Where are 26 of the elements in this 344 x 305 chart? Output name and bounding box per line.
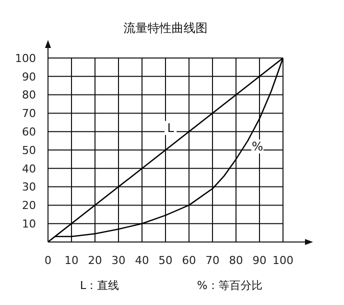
x-tick-label: 30 (112, 254, 126, 267)
x-tick-label: 70 (206, 254, 220, 267)
text: %：等百分比 (197, 278, 262, 293)
x-tick-label: 0 (44, 254, 52, 267)
y-tick-label: 40 (22, 162, 36, 176)
x-tick-label: 50 (158, 254, 172, 267)
x-tick-label: 80 (229, 254, 243, 267)
x-tick-label: 60 (182, 254, 196, 267)
x-tick-label: 100 (272, 254, 294, 267)
y-tick-label: 100 (15, 52, 36, 65)
text: L：直线 (80, 278, 120, 293)
y-tick-label: 90 (22, 70, 36, 84)
x-tick-label: 40 (135, 254, 149, 267)
y-tick-label: 70 (22, 107, 36, 120)
x-tick-label: 20 (88, 254, 102, 267)
chart-title: 流量特性曲线图 (122, 20, 208, 37)
x-tick-label: 10 (64, 254, 78, 267)
series-label: % (252, 139, 264, 154)
y-tick-label: 20 (22, 199, 36, 212)
y-tick-label: 60 (22, 126, 36, 139)
y-tick-label: 10 (22, 218, 36, 231)
x-tick-label: 90 (252, 254, 266, 267)
y-tick-label: 80 (22, 88, 36, 102)
series-label: L (167, 120, 174, 135)
y-tick-label: 50 (22, 144, 36, 157)
y-tick-label: 30 (22, 180, 36, 194)
